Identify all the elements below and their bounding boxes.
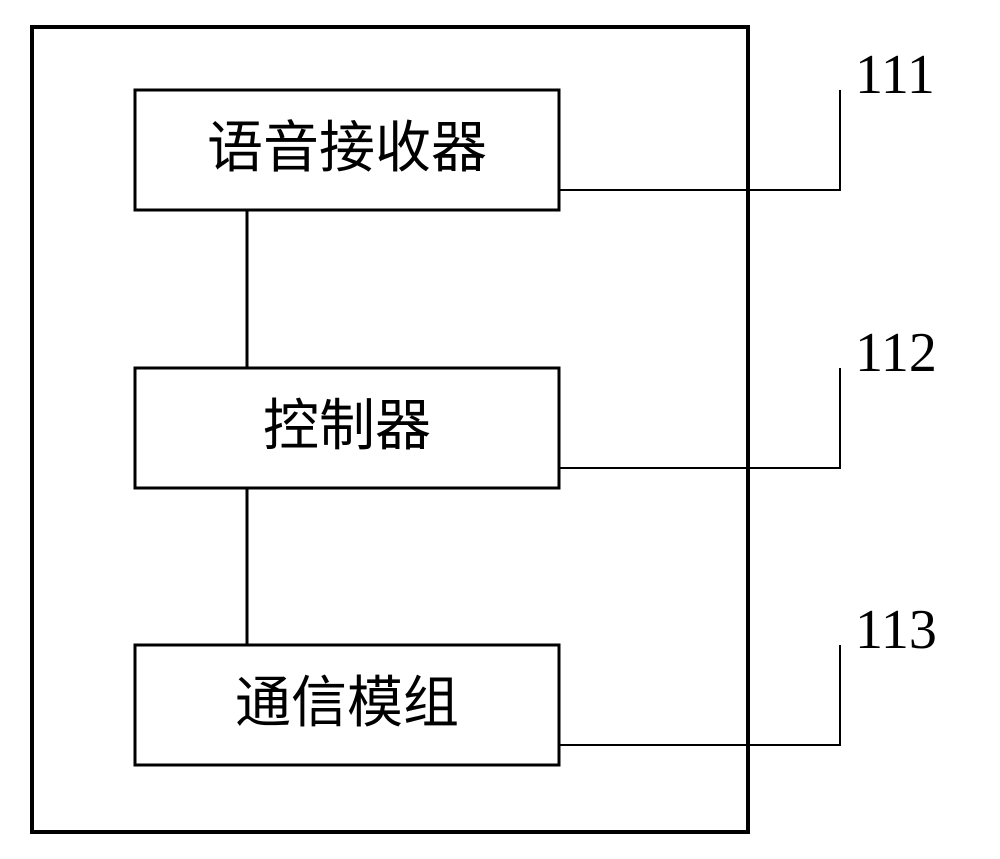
ref-number-controller: 112 xyxy=(855,322,937,384)
canvas-background xyxy=(0,0,1000,859)
block-diagram: 语音接收器 111 控制器 112 通信模组 113 xyxy=(0,0,1000,859)
ref-number-comm-module: 113 xyxy=(855,599,937,661)
box-controller-label: 控制器 xyxy=(263,396,431,458)
ref-number-voice-receiver: 111 xyxy=(855,44,935,106)
box-voice-receiver-label: 语音接收器 xyxy=(207,118,487,180)
box-comm-module-label: 通信模组 xyxy=(235,673,459,735)
